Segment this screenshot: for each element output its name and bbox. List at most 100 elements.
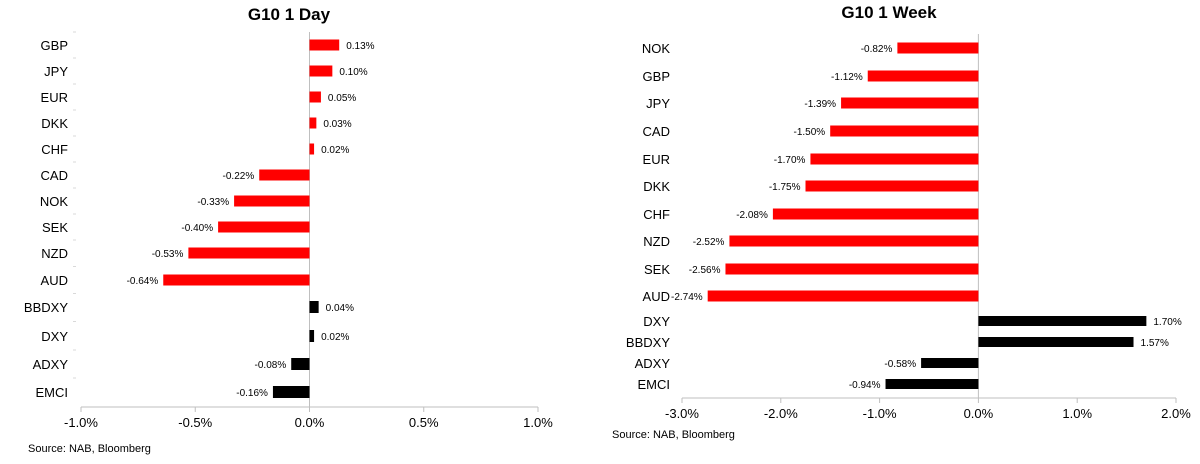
bar bbox=[841, 97, 979, 109]
data-label: -0.40% bbox=[181, 223, 213, 234]
category-label: DXY bbox=[643, 314, 670, 329]
x-tick-label: -2.0% bbox=[764, 406, 798, 421]
bar bbox=[259, 169, 310, 181]
data-label: -2.74% bbox=[671, 292, 703, 303]
x-tick-label: -1.0% bbox=[64, 415, 98, 430]
category-label: DKK bbox=[643, 179, 670, 194]
category-label: DXY bbox=[41, 329, 68, 344]
data-label: 0.05% bbox=[328, 93, 356, 104]
category-label: SEK bbox=[644, 262, 670, 277]
data-label: 0.02% bbox=[321, 145, 349, 156]
category-label: GBP bbox=[41, 38, 68, 53]
category-label: EUR bbox=[643, 152, 670, 167]
data-label: -1.70% bbox=[774, 155, 806, 166]
bar bbox=[707, 290, 979, 302]
bar bbox=[234, 195, 310, 207]
bar bbox=[188, 247, 310, 259]
chart-title: G10 1 Week bbox=[841, 3, 937, 22]
x-tick-label: 0.0% bbox=[964, 406, 994, 421]
data-label: -0.53% bbox=[152, 249, 184, 260]
chart-source: Source: NAB, Bloomberg bbox=[612, 429, 735, 441]
category-label: CHF bbox=[41, 142, 68, 157]
data-label: -0.22% bbox=[223, 171, 255, 182]
x-tick-label: 0.0% bbox=[295, 415, 325, 430]
bar bbox=[309, 117, 317, 129]
data-label: 0.04% bbox=[326, 303, 354, 314]
category-label: GBP bbox=[643, 69, 670, 84]
category-label: NOK bbox=[642, 41, 671, 56]
data-label: 0.13% bbox=[346, 41, 374, 52]
category-label: JPY bbox=[44, 64, 68, 79]
bar bbox=[830, 125, 979, 137]
x-tick-label: 1.0% bbox=[523, 415, 553, 430]
bar bbox=[309, 39, 340, 51]
x-tick-label: -3.0% bbox=[665, 406, 699, 421]
bar bbox=[921, 358, 979, 368]
data-label: -2.08% bbox=[736, 210, 768, 221]
category-label: AUD bbox=[643, 289, 670, 304]
bar bbox=[885, 379, 979, 389]
bar bbox=[978, 337, 1134, 347]
data-label: -0.94% bbox=[849, 380, 881, 391]
bar bbox=[309, 91, 321, 103]
category-label: EMCI bbox=[36, 385, 69, 400]
category-label: BBDXY bbox=[626, 335, 670, 350]
data-label: -0.64% bbox=[127, 276, 159, 287]
x-tick-label: 2.0% bbox=[1161, 406, 1191, 421]
bar bbox=[729, 235, 979, 247]
data-label: 0.03% bbox=[323, 119, 351, 130]
bar bbox=[291, 358, 310, 370]
data-label: 0.02% bbox=[321, 332, 349, 343]
x-tick-label: 0.5% bbox=[409, 415, 439, 430]
bar bbox=[272, 386, 310, 398]
category-label: CAD bbox=[643, 124, 670, 139]
chart-source: Source: NAB, Bloomberg bbox=[28, 443, 151, 455]
category-label: NZD bbox=[643, 234, 670, 249]
category-label: EMCI bbox=[638, 377, 671, 392]
category-label: CHF bbox=[643, 207, 670, 222]
chart-title: G10 1 Day bbox=[248, 5, 331, 24]
bar bbox=[725, 263, 979, 275]
category-label: NZD bbox=[41, 246, 68, 261]
data-label: -2.56% bbox=[689, 265, 721, 276]
x-tick-label: 1.0% bbox=[1062, 406, 1092, 421]
bar bbox=[867, 70, 979, 82]
x-tick-label: -1.0% bbox=[863, 406, 897, 421]
data-label: 1.70% bbox=[1153, 317, 1181, 328]
bar bbox=[978, 316, 1147, 326]
category-label: CAD bbox=[41, 168, 68, 183]
category-label: ADXY bbox=[635, 356, 671, 371]
data-label: -0.58% bbox=[884, 359, 916, 370]
data-label: -0.08% bbox=[255, 360, 287, 371]
bar bbox=[805, 180, 979, 192]
category-label: NOK bbox=[40, 194, 69, 209]
bar bbox=[309, 65, 333, 77]
category-label: ADXY bbox=[33, 357, 69, 372]
category-label: BBDXY bbox=[24, 300, 68, 315]
bar bbox=[810, 153, 979, 165]
bar bbox=[897, 42, 979, 54]
data-label: 0.10% bbox=[339, 67, 367, 78]
bar bbox=[163, 274, 310, 286]
category-label: AUD bbox=[41, 273, 68, 288]
bar bbox=[218, 221, 310, 233]
x-tick-label: -0.5% bbox=[178, 415, 212, 430]
data-label: 1.57% bbox=[1141, 338, 1169, 349]
data-label: -2.52% bbox=[693, 237, 725, 248]
data-label: -1.75% bbox=[769, 182, 801, 193]
data-label: -1.12% bbox=[831, 72, 863, 83]
bar bbox=[309, 301, 319, 313]
data-label: -1.50% bbox=[794, 127, 826, 138]
category-label: JPY bbox=[646, 96, 670, 111]
bar bbox=[772, 208, 979, 220]
data-label: -0.16% bbox=[236, 388, 268, 399]
data-label: -0.33% bbox=[197, 197, 229, 208]
data-label: -0.82% bbox=[861, 44, 893, 55]
category-label: EUR bbox=[41, 90, 68, 105]
category-label: DKK bbox=[41, 116, 68, 131]
data-label: -1.39% bbox=[804, 99, 836, 110]
category-label: SEK bbox=[42, 220, 68, 235]
